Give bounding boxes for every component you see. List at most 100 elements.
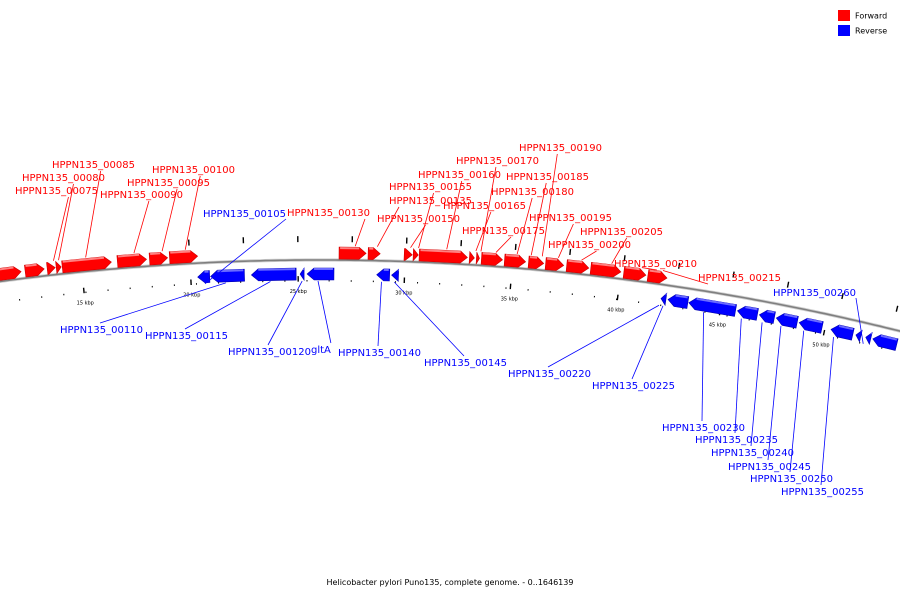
reverse-gene-arrow[interactable] — [197, 270, 211, 284]
label-leader — [734, 318, 742, 434]
gene-label[interactable]: HPPN135_00160 — [418, 170, 501, 181]
gene-label[interactable]: HPPN135_00195 — [529, 213, 612, 224]
reverse-gene-arrow[interactable] — [660, 292, 668, 307]
label-leader — [394, 281, 465, 357]
gene-label[interactable]: HPPN135_00245 — [728, 462, 811, 473]
forward-gene-arrow[interactable] — [503, 253, 527, 268]
forward-gene-arrow[interactable] — [565, 259, 590, 274]
reverse-gene-arrow[interactable] — [250, 267, 297, 282]
gene-label[interactable]: HPPN135_00090 — [100, 190, 183, 201]
gene-label[interactable]: HPPN135_00220 — [508, 369, 591, 380]
gene-label[interactable]: HPPN135_00235 — [695, 435, 778, 446]
gene-label[interactable]: HPPN135_00145 — [424, 358, 507, 369]
gene-label[interactable]: HPPN135_00255 — [781, 487, 864, 498]
reverse-gene-arrow[interactable] — [299, 267, 305, 282]
legend-label: Reverse — [855, 27, 887, 36]
legend-swatch — [838, 25, 850, 36]
gene-label[interactable]: HPPN135_00165 — [443, 201, 526, 212]
label-leader — [446, 180, 463, 250]
reverse-gene-arrow[interactable] — [376, 268, 391, 282]
reverse-gene-arrow[interactable] — [758, 309, 776, 324]
label-leader — [541, 153, 558, 257]
genome-caption: Helicobacter pylori Puno135, complete ge… — [326, 578, 574, 587]
gene-label[interactable]: HPPN135_00075 — [15, 186, 98, 197]
label-leader — [631, 305, 664, 380]
gene-highlight — [0, 266, 14, 271]
label-leader — [85, 170, 102, 258]
label-leader — [516, 197, 533, 255]
forward-gene-arrow[interactable] — [480, 252, 503, 266]
gene-label[interactable]: HPPN135_00115 — [145, 331, 228, 342]
forward-gene-arrow[interactable] — [24, 263, 45, 278]
gene-label[interactable]: HPPN135_00215 — [698, 273, 781, 284]
gene-label[interactable]: HPPN135_00190 — [519, 143, 602, 154]
forward-gene-arrow[interactable] — [46, 262, 56, 275]
gene-label[interactable]: HPPN135_00130 — [287, 208, 370, 219]
gene-label[interactable]: HPPN135_00180 — [491, 187, 574, 198]
gene-label[interactable]: HPPN135_00260 — [773, 288, 856, 299]
reverse-gene-arrow[interactable] — [855, 329, 863, 343]
gene-label[interactable]: HPPN135_00105 — [203, 209, 286, 220]
tick-label: 25 kbp — [290, 289, 307, 295]
tick-label: 30 kbp — [395, 290, 412, 296]
gene-highlight — [838, 325, 854, 331]
reverse-gene-arrow[interactable] — [306, 267, 335, 281]
label-leader — [558, 223, 574, 258]
gene-label[interactable]: HPPN135_00230 — [662, 423, 745, 434]
outer-tick — [895, 305, 899, 312]
gene-label[interactable]: HPPN135_00150 — [377, 214, 460, 225]
reverse-gene-arrow[interactable] — [737, 305, 759, 321]
label-leader — [161, 188, 178, 252]
label-leader — [581, 250, 597, 261]
gene-label[interactable]: HPPN135_00250 — [750, 474, 833, 485]
label-leader — [820, 337, 834, 486]
gene-label[interactable]: HPPN135_00155 — [389, 182, 472, 193]
legend-label: Forward — [855, 12, 887, 21]
label-leader — [767, 326, 782, 461]
gene-highlight — [784, 313, 798, 319]
gene-label[interactable]: HPPN135_00080 — [22, 173, 105, 184]
gene-label[interactable]: HPPN135_00085 — [52, 160, 135, 171]
genome-backbone — [0, 258, 900, 333]
reverse-gene-arrow[interactable] — [688, 297, 737, 317]
tick-label: 20 kbp — [183, 292, 200, 298]
gene-label[interactable]: HPPN135_00110 — [60, 325, 143, 336]
gene-labels: HPPN135_00075 HPPN135_00080 HPPN135_00085 H… — [15, 143, 864, 498]
gene-label[interactable]: HPPN135_00240 — [711, 448, 794, 459]
reverse-gene-arrow[interactable] — [667, 294, 690, 309]
gene-label[interactable]: HPPN135_00185 — [506, 172, 589, 183]
gene-highlight — [696, 297, 736, 307]
label-leader — [354, 218, 366, 247]
forward-gene-arrow[interactable] — [475, 251, 480, 265]
forward-gene-arrow[interactable] — [544, 257, 565, 271]
gene-label[interactable]: HPPN135_00200 — [548, 240, 631, 251]
forward-gene-arrow[interactable] — [412, 247, 419, 262]
gene-label[interactable]: gltA — [311, 345, 331, 356]
gene-highlight — [62, 256, 105, 263]
forward-gene-arrow[interactable] — [468, 250, 475, 265]
forward-gene-arrow[interactable] — [55, 260, 62, 275]
gene-highlight — [568, 259, 583, 264]
gene-label[interactable]: HPPN135_00135 — [389, 196, 472, 207]
gene-label[interactable]: HPPN135_00170 — [456, 156, 539, 167]
forward-gene-arrow[interactable] — [403, 248, 413, 261]
backbone-line — [0, 259, 900, 332]
label-leader — [377, 281, 382, 347]
gene-label[interactable]: HPPN135_00210 — [614, 259, 697, 270]
outer-tick — [786, 281, 790, 288]
gene-label[interactable]: HPPN135_00100 — [152, 165, 235, 176]
gene-label[interactable]: HPPN135_00095 — [127, 178, 210, 189]
tick-label: 35 kbp — [501, 297, 518, 303]
label-leader — [789, 330, 805, 473]
forward-gene-arrow[interactable] — [338, 246, 367, 260]
reverse-gene-arrow[interactable] — [865, 331, 873, 346]
gene-label[interactable]: HPPN135_00225 — [592, 381, 675, 392]
gene-label[interactable]: HPPN135_00120 — [228, 347, 311, 358]
outer-tick — [677, 262, 681, 269]
gene-label[interactable]: HPPN135_00205 — [580, 227, 663, 238]
reverse-gene-arrow[interactable] — [391, 268, 400, 282]
backbone-shadow — [0, 258, 900, 333]
gene-label[interactable]: HPPN135_00175 — [462, 226, 545, 237]
label-leaders — [53, 153, 864, 486]
gene-label[interactable]: HPPN135_00140 — [338, 348, 421, 359]
